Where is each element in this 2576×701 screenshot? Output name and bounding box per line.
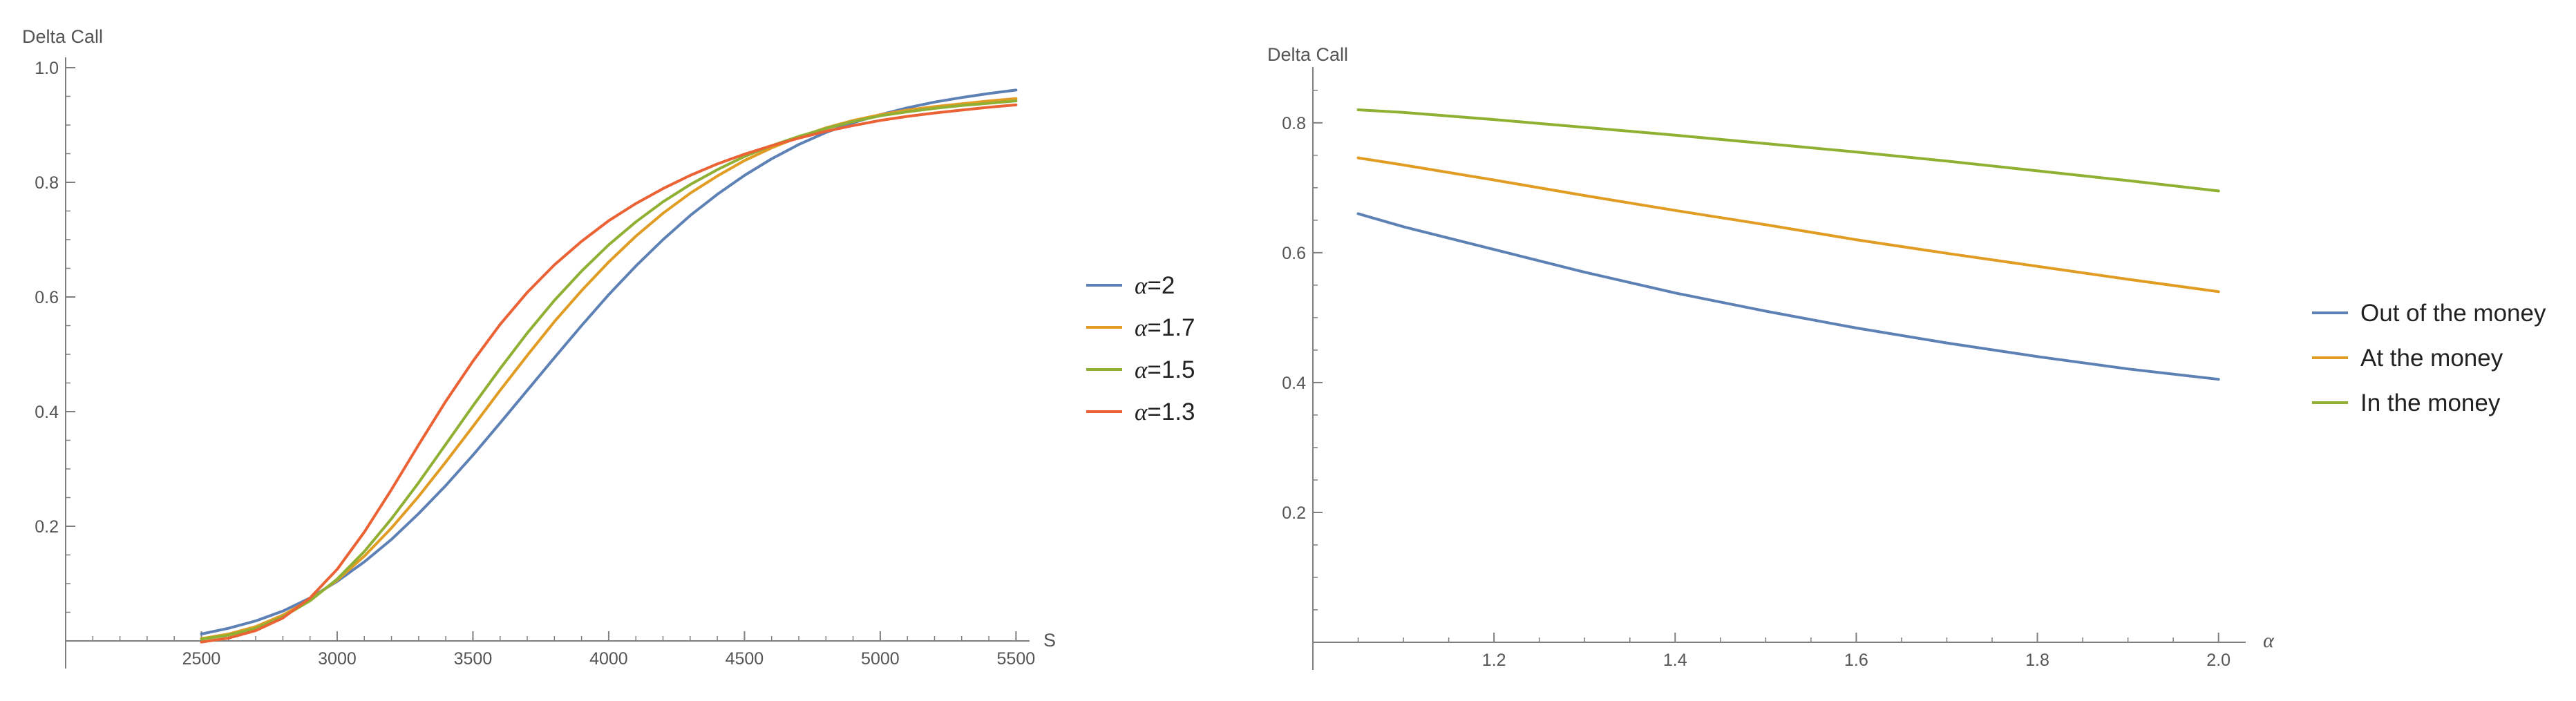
series-line-0: [200, 88, 1018, 635]
legend-item-alpha-1-7: α=1.7: [1086, 314, 1195, 341]
series-line-1: [1356, 156, 2220, 294]
legend-alpha-value: =1.5: [1147, 356, 1195, 383]
x-tick-label: 3000: [318, 649, 357, 669]
svg-text:α=2: α=2: [1135, 272, 1175, 299]
y-tick-label: 0.4: [1282, 374, 1306, 393]
y-tick-label: 0.4: [35, 403, 59, 422]
svg-text:α=1.7: α=1.7: [1135, 314, 1195, 341]
legend-alpha-symbol: α: [1135, 314, 1148, 341]
y-tick-label: 0.8: [1282, 114, 1306, 133]
series-line-0: [1356, 212, 2220, 381]
chart2-y-axis-title: Delta Call: [1267, 44, 1348, 65]
chart2-legend: Out of the money At the money In the mon…: [2312, 300, 2546, 416]
x-tick-label: 5500: [997, 649, 1036, 669]
legend-item-out-of-the-money: Out of the money: [2312, 300, 2546, 327]
y-tick-label: 0.6: [1282, 244, 1306, 263]
legend-alpha-symbol: α: [1135, 356, 1148, 383]
series-line-1: [200, 97, 1018, 640]
chart2-series-lines: [1356, 108, 2220, 381]
chart1-axes: 2500 3000 3500 4000 4500 5000 5500 0.2 0.4 0.6 0.8…: [35, 57, 1035, 669]
legend-item-alpha-1-3: α=1.3: [1086, 398, 1195, 425]
x-tick-label: 2500: [182, 649, 221, 669]
svg-text:α=1.3: α=1.3: [1135, 398, 1195, 425]
x-tick-label: 3500: [454, 649, 493, 669]
y-tick-label: 0.6: [35, 288, 59, 307]
x-tick-label: 1.4: [1663, 651, 1687, 670]
legend-label: Out of the money: [2360, 300, 2546, 327]
y-tick-label: 1.0: [35, 59, 59, 78]
legend-item-at-the-money: At the money: [2312, 345, 2503, 372]
legend-alpha-value: =2: [1147, 272, 1175, 299]
x-tick-label: 5000: [861, 649, 900, 669]
series-line-2: [1356, 108, 2220, 193]
delta-vs-spot-chart: Delta Call S 2500 3000 3500 4000 4500 5000 550…: [22, 26, 1195, 669]
y-tick-label: 0.2: [35, 517, 59, 537]
y-tick-label: 0.8: [35, 173, 59, 193]
x-tick-label: 1.2: [1482, 651, 1506, 670]
x-tick-label: 4500: [726, 649, 764, 669]
x-tick-label: 1.6: [1844, 651, 1868, 670]
chart2-axes: 1.2 1.4 1.6 1.8 2.0 0.2 0.4 0.6 0.8: [1282, 67, 2246, 670]
legend-alpha-value: =1.7: [1147, 314, 1195, 341]
chart1-x-axis-title: S: [1043, 630, 1056, 651]
legend-alpha-value: =1.3: [1147, 398, 1195, 425]
chart1-y-axis-title: Delta Call: [22, 26, 103, 47]
x-tick-label: 1.8: [2025, 651, 2049, 670]
x-tick-label: 4000: [589, 649, 628, 669]
chart1-series-lines: [200, 88, 1018, 644]
legend-item-in-the-money: In the money: [2312, 390, 2501, 416]
legend-label: In the money: [2360, 390, 2501, 416]
delta-vs-alpha-chart: Delta Call α 1.2 1.4 1.6 1.8 2.0 0.2 0.4 0.6 0.8…: [1267, 44, 2546, 670]
legend-alpha-symbol: α: [1135, 272, 1148, 299]
legend-alpha-symbol: α: [1135, 398, 1148, 425]
x-tick-label: 2.0: [2206, 651, 2231, 670]
legend-label: At the money: [2360, 345, 2503, 372]
legend-item-alpha-1-5: α=1.5: [1086, 356, 1195, 383]
series-line-3: [200, 103, 1018, 644]
legend-item-alpha-2: α=2: [1086, 272, 1175, 299]
svg-text:α=1.5: α=1.5: [1135, 356, 1195, 383]
chart2-x-axis-title: α: [2263, 629, 2275, 652]
y-tick-label: 0.2: [1282, 503, 1306, 523]
chart1-legend: α=2 α=1.7 α=1.5 α=1.3: [1086, 272, 1195, 425]
series-line-2: [200, 99, 1018, 641]
